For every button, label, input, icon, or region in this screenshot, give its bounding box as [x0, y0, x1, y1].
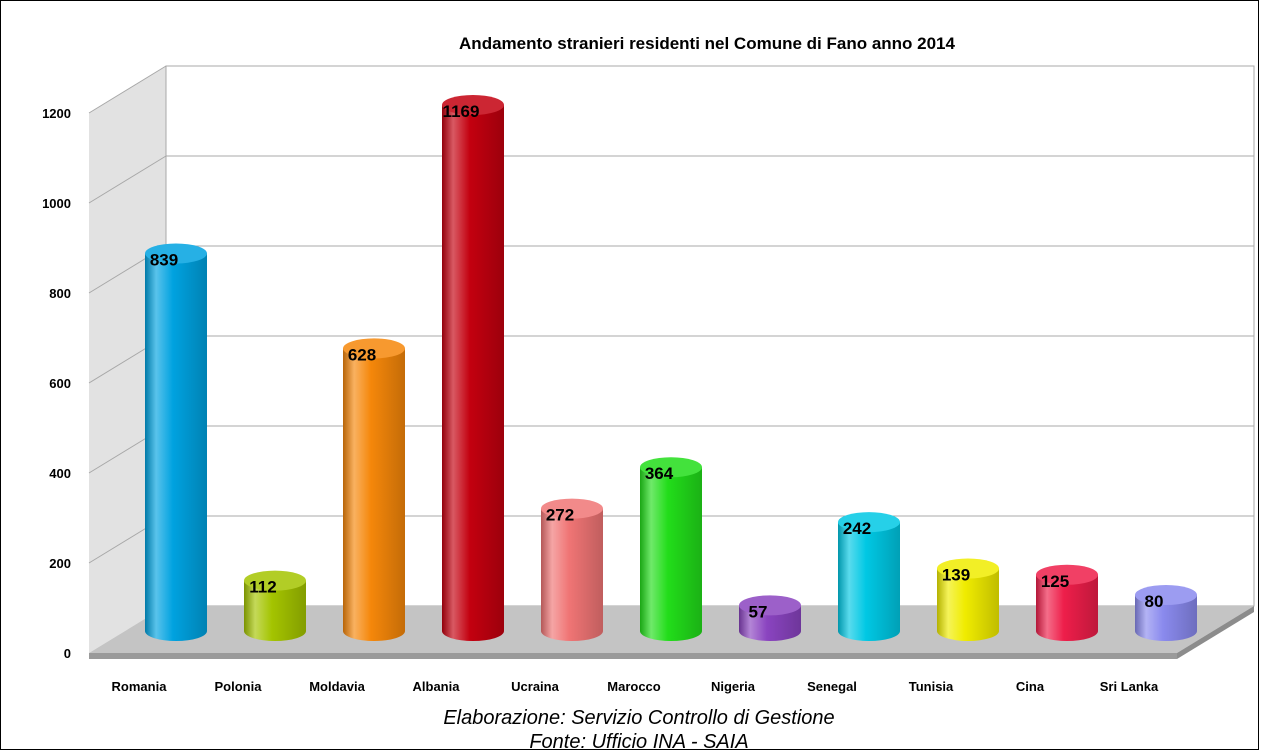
- bar-top: [145, 243, 207, 264]
- bar-body: [145, 253, 207, 641]
- data-label: 1169: [443, 102, 480, 121]
- x-tick-label: Cina: [1016, 679, 1045, 694]
- bar-body: [541, 508, 603, 641]
- bar-top: [541, 498, 603, 519]
- y-tick-label: 600: [49, 376, 71, 391]
- floor-edge: [89, 653, 1177, 659]
- footnote-elaborazione: Elaborazione: Servizio Controllo di Gest…: [443, 707, 834, 729]
- x-tick-label: Ucraina: [511, 679, 559, 694]
- gridline-side: [88, 65, 167, 114]
- x-tick-label: Senegal: [807, 679, 857, 694]
- y-axis: 0 200 400 600 800 1000 1200: [42, 106, 71, 661]
- bar-top: [739, 595, 801, 616]
- data-label: 628: [348, 345, 376, 364]
- bar-sri-lanka: [1135, 585, 1197, 641]
- data-label: 125: [1041, 572, 1069, 591]
- bar-top: [1135, 585, 1197, 605]
- bar-body: [1135, 595, 1197, 641]
- bar-body: [640, 467, 702, 641]
- bars: 839 112 628 1169 272 364 57 242 139 125 80: [145, 94, 1197, 641]
- y-tick-label: 400: [49, 466, 71, 481]
- bar-ucraina: [541, 498, 603, 641]
- y-tick-label: 800: [49, 286, 71, 301]
- bar-top: [244, 570, 306, 591]
- bar-moldavia: [343, 338, 405, 641]
- chart-title: Andamento stranieri residenti nel Comune…: [459, 34, 955, 53]
- data-label: 112: [249, 578, 276, 597]
- bar-body: [838, 522, 900, 641]
- bar-top: [1036, 564, 1098, 585]
- bar-tunisia: [937, 558, 999, 641]
- x-tick-label: Polonia: [215, 679, 263, 694]
- x-tick-label: Moldavia: [309, 679, 365, 694]
- data-label: 364: [645, 464, 674, 483]
- data-label: 242: [843, 519, 871, 538]
- data-label: 272: [546, 506, 574, 525]
- y-tick-label: 1200: [42, 106, 71, 121]
- bar-top: [442, 94, 504, 115]
- bar-senegal: [838, 512, 900, 641]
- bar-marocco: [640, 457, 702, 641]
- bar-top: [343, 338, 405, 359]
- floor-side-edge: [1177, 606, 1254, 659]
- bar-body: [244, 580, 306, 641]
- bar-cina: [1036, 564, 1098, 641]
- data-label: 839: [150, 250, 178, 269]
- x-tick-label: Romania: [112, 679, 168, 694]
- bar-top: [640, 457, 702, 478]
- bar-polonia: [244, 570, 306, 641]
- bar-romania: [145, 243, 207, 641]
- y-tick-label: 200: [49, 556, 71, 571]
- bar-body: [937, 568, 999, 641]
- footnote-fonte: Fonte: Ufficio INA - SAIA: [529, 731, 748, 750]
- x-tick-label: Sri Lanka: [1100, 679, 1159, 694]
- bar-body: [442, 104, 504, 641]
- data-label: 57: [749, 602, 768, 621]
- bar-body: [343, 348, 405, 641]
- data-label: 139: [942, 565, 970, 584]
- x-tick-label: Albania: [413, 679, 461, 694]
- y-tick-label: 0: [64, 646, 71, 661]
- x-tick-label: Nigeria: [711, 679, 756, 694]
- bar-body: [1036, 574, 1098, 641]
- x-tick-label: Marocco: [607, 679, 661, 694]
- bar-body: [739, 605, 801, 641]
- x-axis: Romania Polonia Moldavia Albania Ucraina Maro…: [112, 679, 1159, 694]
- x-tick-label: Tunisia: [909, 679, 954, 694]
- y-tick-label: 1000: [42, 196, 71, 211]
- bar-nigeria: [739, 595, 801, 641]
- data-label: 80: [1145, 592, 1164, 611]
- bar-top: [838, 512, 900, 533]
- bar-top: [937, 558, 999, 579]
- gridline-side: [88, 155, 167, 204]
- bar-albania: [442, 94, 504, 641]
